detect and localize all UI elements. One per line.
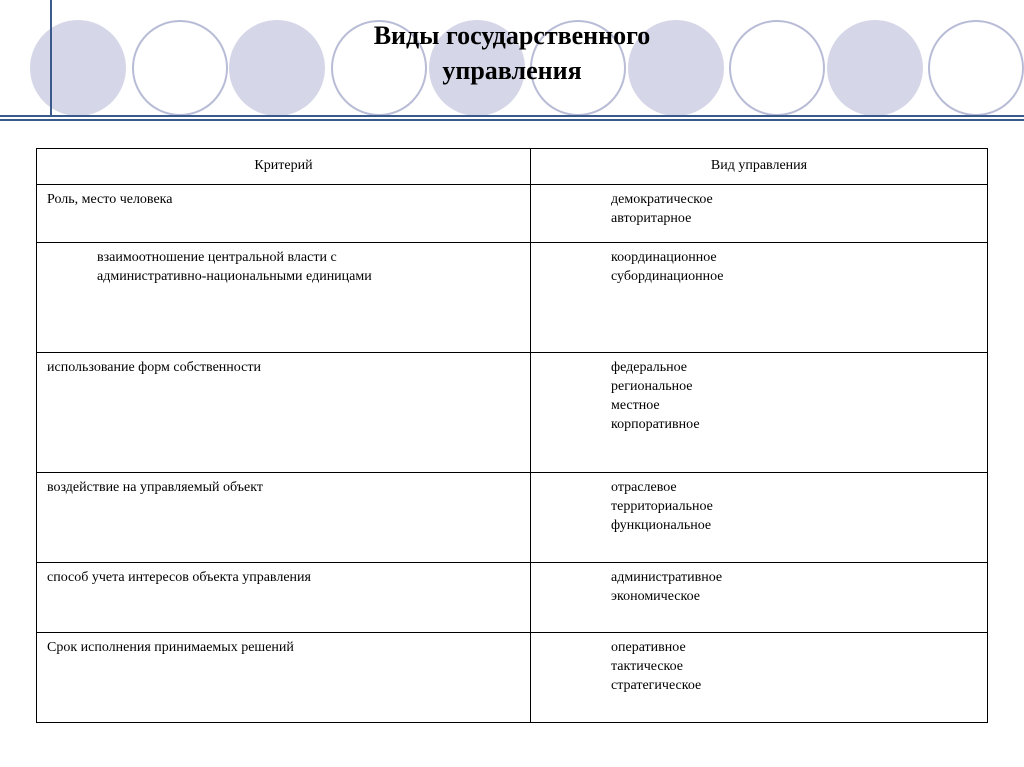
type-cell: административноеэкономическое xyxy=(531,563,987,632)
divider-bottom xyxy=(0,119,1024,121)
cell-line: тактическое xyxy=(611,658,977,677)
cell-line: демократическое xyxy=(611,191,977,210)
table-header-criterion: Критерий xyxy=(37,149,531,184)
cell-line: стратегическое xyxy=(611,677,977,696)
cell-line: оперативное xyxy=(611,639,977,658)
cell-line: административно-национальными единицами xyxy=(97,268,520,287)
table-row: Роль, место человека демократическоеавтор… xyxy=(37,184,987,242)
cell-line: воздействие на управляемый объект xyxy=(47,479,520,498)
slide: Виды государственного управления Критери… xyxy=(0,0,1024,767)
cell-line: взаимоотношение центральной власти с xyxy=(97,249,520,268)
title-line-1: Виды государственного xyxy=(0,18,1024,53)
type-cell: оперативноетактическоестратегическое xyxy=(531,633,987,722)
criterion-cell: способ учета интересов объекта управлени… xyxy=(37,563,531,632)
type-cell: отраслевоетерриториальноефункциональное xyxy=(531,473,987,562)
cell-line: региональное xyxy=(611,378,977,397)
cell-line: авторитарное xyxy=(611,210,977,229)
type-cell: демократическоеавторитарное xyxy=(531,185,987,242)
cell-line: использование форм собственности xyxy=(47,359,520,378)
cell-line: местное xyxy=(611,397,977,416)
title-line-2: управления xyxy=(0,53,1024,88)
cell-line: экономическое xyxy=(611,588,977,607)
cell-line: административное xyxy=(611,569,977,588)
criterion-cell: использование форм собственности xyxy=(37,353,531,472)
table-row: использование форм собственности федераль… xyxy=(37,352,987,472)
cell-line: территориальное xyxy=(611,498,977,517)
table-header-row: КритерийВид управления xyxy=(37,149,987,184)
cell-line: отраслевое xyxy=(611,479,977,498)
types-table: КритерийВид управленияРоль, место челове… xyxy=(36,148,988,723)
table-row: способ учета интересов объекта управлени… xyxy=(37,562,987,632)
cell-line: Срок исполнения принимаемых решений xyxy=(47,639,520,658)
table-row: воздействие на управляемый объект отрасле… xyxy=(37,472,987,562)
cell-line: координационное xyxy=(611,249,977,268)
criterion-cell: воздействие на управляемый объект xyxy=(37,473,531,562)
cell-line: субординационное xyxy=(611,268,977,287)
type-cell: федеральноерегиональноеместноекорпоратив… xyxy=(531,353,987,472)
cell-line: способ учета интересов объекта управлени… xyxy=(47,569,520,588)
criterion-cell: Роль, место человека xyxy=(37,185,531,242)
table-row: Срок исполнения принимаемых решений опера… xyxy=(37,632,987,722)
cell-line: функциональное xyxy=(611,517,977,536)
cell-line: корпоративное xyxy=(611,416,977,435)
type-cell: координационноесубординационное xyxy=(531,243,987,352)
page-title: Виды государственного управления xyxy=(0,18,1024,88)
table-row: взаимоотношение центральной власти с адм… xyxy=(37,242,987,352)
criterion-cell: взаимоотношение центральной власти с адм… xyxy=(37,243,531,352)
table-header-type: Вид управления xyxy=(531,149,987,184)
cell-line: федеральное xyxy=(611,359,977,378)
criterion-cell: Срок исполнения принимаемых решений xyxy=(37,633,531,722)
divider-top xyxy=(0,115,1024,117)
cell-line: Роль, место человека xyxy=(47,191,520,210)
